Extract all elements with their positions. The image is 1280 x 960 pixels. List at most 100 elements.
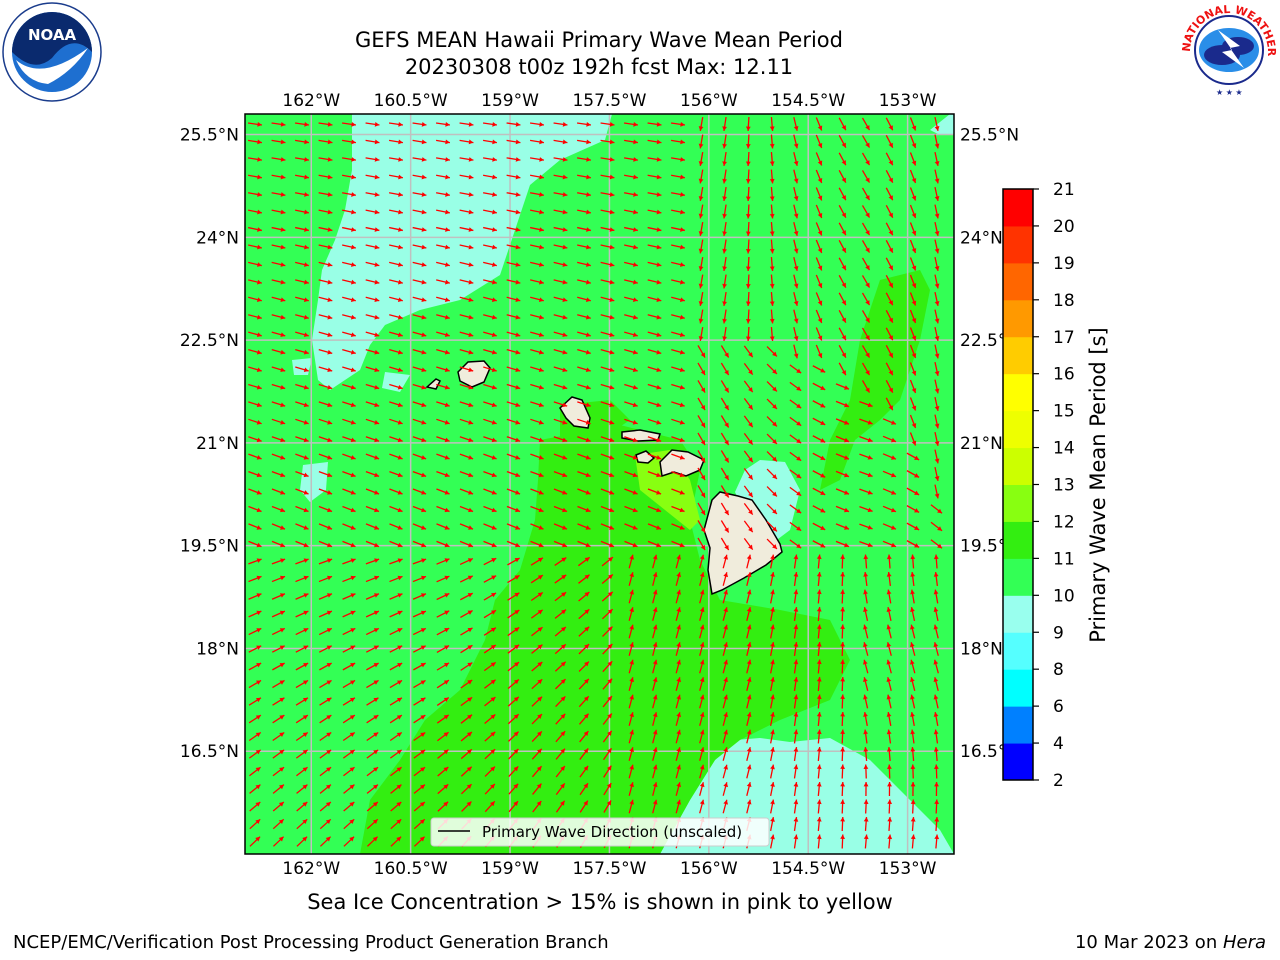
wave-arrow [342,645,356,653]
colorbar-segment [1003,706,1033,744]
wave-arrow [886,729,892,744]
wave-arrow [507,644,520,654]
svg-text:★ ★ ★: ★ ★ ★ [1216,88,1243,97]
wave-arrow [554,643,567,655]
wave-arrow [601,556,614,567]
wave-arrow [412,558,427,565]
wave-arrow [530,523,544,530]
wave-arrow [271,261,286,267]
wave-arrow [647,488,662,495]
wave-arrow [906,522,920,531]
wave-arrow [600,209,615,215]
wave-arrow [249,818,261,830]
wave-arrow [624,488,638,495]
lat-tick-left: 25.5°N [180,126,239,146]
wave-arrow [722,799,728,814]
wave-arrow [412,296,427,302]
wave-arrow [459,436,474,443]
wave-arrow [295,558,309,565]
wave-arrow [699,799,705,814]
wave-arrow [793,309,799,324]
colorbar-tick: 18 [1053,291,1075,311]
low-period-region-north [312,114,612,390]
wave-arrow [600,470,615,478]
wave-arrow [318,226,333,232]
wave-arrow [341,174,357,180]
wave-arrow [600,401,615,408]
wave-arrow [909,327,917,341]
wave-arrow [769,817,775,831]
wave-arrow [766,468,778,480]
wave-arrow [887,799,893,814]
wave-arrow [698,309,704,324]
wave-arrow [882,488,897,495]
wave-arrow [412,174,427,180]
wave-arrow [906,505,920,513]
wave-arrow [529,174,545,180]
colorbar-tick: 4 [1053,734,1064,754]
wave-arrow [699,764,705,779]
wave-arrow [624,296,638,302]
wave-arrow [933,642,939,656]
wave-arrow [815,222,823,236]
wave-arrow [652,729,658,744]
lat-tick-left: 19.5°N [180,537,239,557]
wave-arrow [934,432,940,446]
wave-arrow [697,502,706,516]
wave-arrow [720,345,730,358]
wave-arrow [247,174,263,180]
wave-arrow [698,274,704,289]
wave-arrow [365,575,380,583]
wave-arrow [436,488,450,495]
wave-arrow [600,122,615,127]
wave-arrow [554,574,567,584]
wave-arrow [766,538,778,550]
lat-tick-right: 18°N [960,639,1003,659]
wave-arrow [342,209,356,215]
lon-tick-bottom: 159°W [481,859,539,879]
wave-arrow [365,610,380,618]
wave-arrow [318,540,333,548]
wave-arrow [652,607,658,621]
wave-arrow [934,187,940,201]
wave-arrow [553,401,568,408]
wave-arrow [628,642,634,656]
lon-tick-bottom: 154.5°W [771,859,845,879]
wave-arrow [861,170,871,183]
colorbar-tick: 16 [1053,365,1075,385]
wave-arrow [885,187,894,201]
wave-arrow [671,505,685,513]
wave-arrow [318,505,333,513]
wave-arrow [342,366,356,373]
wave-arrow [838,257,847,271]
wave-arrow [934,204,940,219]
wave-arrow [793,571,799,587]
wave-arrow [319,836,332,847]
wave-arrow [484,731,496,742]
wave-arrow [553,261,568,267]
wave-arrow [318,610,333,618]
wave-arrow [886,571,892,587]
wave-arrow [697,362,706,376]
wave-arrow [436,523,450,530]
wave-arrow [722,116,727,132]
wave-arrow [722,204,727,219]
wave-arrow [816,746,822,762]
wave-arrow [863,554,869,569]
colorbar-segment [1003,558,1033,596]
wave-arrow [652,659,658,674]
wave-arrow [553,470,568,478]
wave-arrow [295,279,309,285]
wave-arrow [389,662,403,671]
wave-arrow [863,607,869,621]
wave-arrow [295,436,309,443]
wave-arrow [835,400,850,408]
wave-arrow [484,748,496,760]
wave-arrow [886,642,892,656]
wave-arrow [365,540,380,548]
wave-arrow [603,765,612,778]
colorbar-segment [1003,521,1033,559]
wave-arrow [318,436,333,443]
wave-arrow [930,539,943,549]
wave-arrow [461,801,472,812]
